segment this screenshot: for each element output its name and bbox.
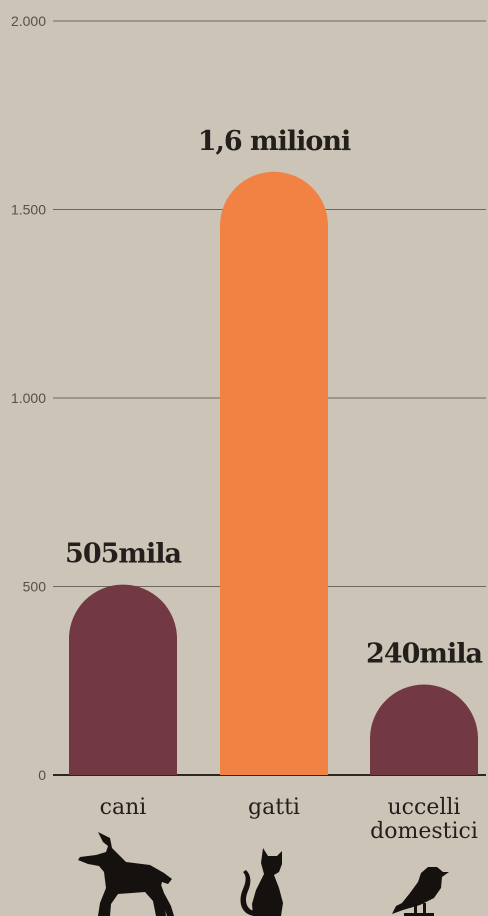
y-tick-label: 2.000 bbox=[11, 13, 46, 29]
data-label: 1,6 milioni bbox=[198, 126, 351, 157]
bar bbox=[220, 171, 328, 775]
y-tick-label: 1.500 bbox=[11, 202, 46, 218]
category-label: cani bbox=[100, 795, 147, 820]
data-label: 240mila bbox=[366, 639, 482, 670]
data-label: 505mila bbox=[65, 539, 181, 570]
category-label: gatti bbox=[248, 795, 300, 820]
category-label: uccelli bbox=[388, 795, 461, 820]
y-tick-label: 0 bbox=[38, 767, 46, 783]
category-icons bbox=[78, 832, 449, 916]
category-label: domestici bbox=[370, 819, 478, 844]
cat-icon bbox=[240, 848, 283, 916]
dog-icon bbox=[78, 832, 174, 916]
bar bbox=[370, 684, 478, 775]
bars bbox=[69, 171, 478, 775]
data-labels: 505mila 1,6 milioni 240mila bbox=[65, 126, 483, 670]
y-tick-label: 1.000 bbox=[11, 390, 46, 406]
y-tick-label: 500 bbox=[23, 579, 47, 595]
bird-icon bbox=[392, 867, 449, 916]
bar bbox=[69, 584, 177, 775]
